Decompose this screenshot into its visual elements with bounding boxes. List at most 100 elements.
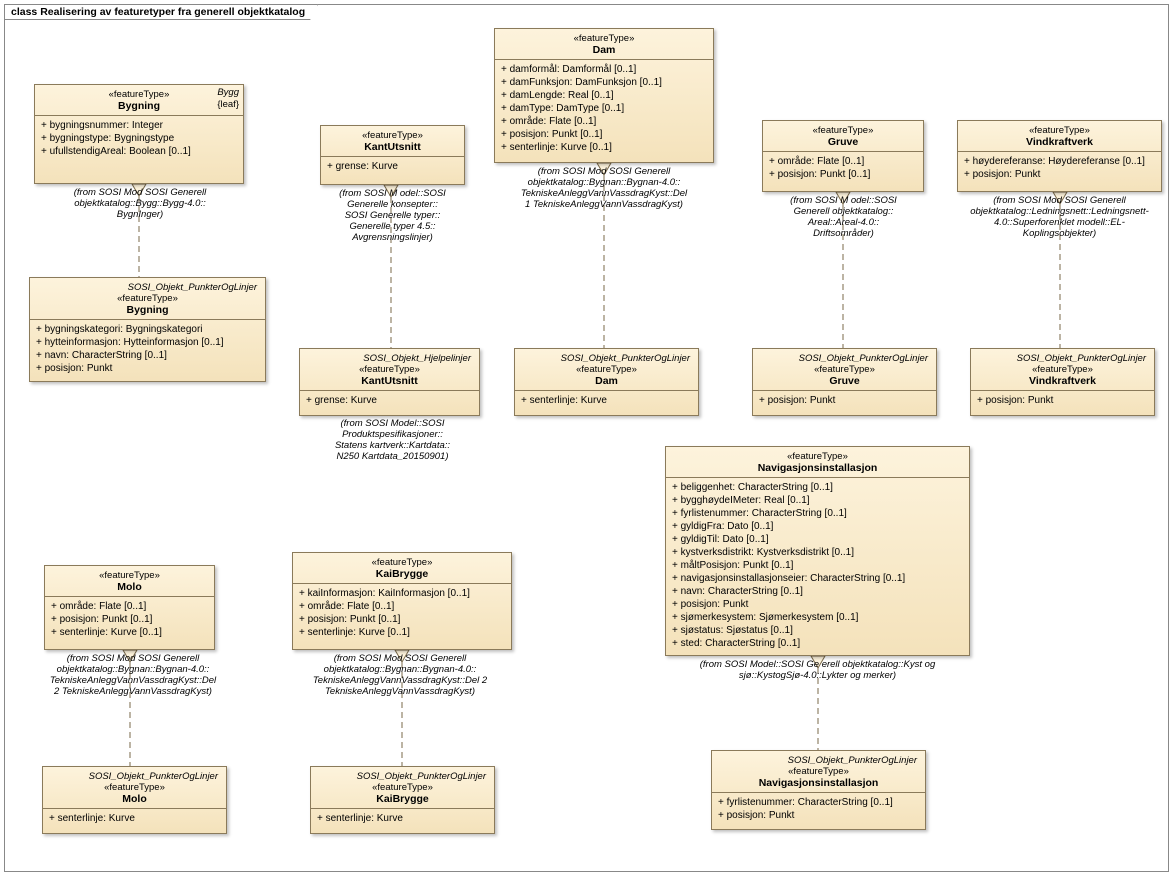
kantutsnitt1: «featureType»KantUtsnitt + grense: Kurve <box>320 125 465 185</box>
bygning2-name: Bygning <box>36 304 259 316</box>
molo1-stereotype: «featureType» <box>51 570 208 581</box>
vind1-stereotype: «featureType» <box>964 125 1155 136</box>
nav1-attr-4: + gyldigTil: Dato [0..1] <box>672 533 963 546</box>
bygning2-top-stereotype: SOSI_Objekt_PunkterOgLinjer <box>36 282 259 293</box>
bygning1-name: Bygning <box>41 100 237 112</box>
molo2-header: SOSI_Objekt_PunkterOgLinjer«featureType»… <box>43 767 226 809</box>
bygning1-leaf: {leaf} <box>217 99 239 110</box>
molo1: «featureType»Molo+ område: Flate [0..1]+… <box>44 565 215 650</box>
kai2-top-stereotype: SOSI_Objekt_PunkterOgLinjer <box>317 771 488 782</box>
kai1: «featureType»KaiBrygge+ kaiInformasjon: … <box>292 552 512 650</box>
molo2-stereotype: «featureType» <box>49 782 220 793</box>
molo2-attr-0: + senterlinje: Kurve <box>49 812 220 825</box>
bygning1_note: (from SOSI Mod SOSI Generellobjektkatalo… <box>40 187 240 220</box>
gruve1: «featureType»Gruve+ område: Flate [0..1]… <box>762 120 924 192</box>
dam1-stereotype: «featureType» <box>501 33 707 44</box>
nav1: «featureType»Navigasjonsinstallasjon+ be… <box>665 446 970 656</box>
kantutsnitt2-top-stereotype: SOSI_Objekt_Hjelpelinjer <box>306 353 473 364</box>
dam2-attrs: + senterlinje: Kurve <box>515 391 698 411</box>
dam1-attr-0: + damformål: Damformål [0..1] <box>501 63 707 76</box>
molo2-top-stereotype: SOSI_Objekt_PunkterOgLinjer <box>49 771 220 782</box>
kai2: SOSI_Objekt_PunkterOgLinjer«featureType»… <box>310 766 495 834</box>
bygning2-attr-0: + bygningskategori: Bygningskategori <box>36 323 259 336</box>
gruve2-attrs: + posisjon: Punkt <box>753 391 936 411</box>
molo2-name: Molo <box>49 793 220 805</box>
kai2-header: SOSI_Objekt_PunkterOgLinjer«featureType»… <box>311 767 494 809</box>
gruve2-name: Gruve <box>759 375 930 387</box>
bygning1-corner: Bygg <box>217 87 239 98</box>
frame-title: class Realisering av featuretyper fra ge… <box>4 4 318 20</box>
dam2: SOSI_Objekt_PunkterOgLinjer«featureType»… <box>514 348 699 416</box>
bygning1-stereotype: «featureType» <box>41 89 237 100</box>
molo1-attr-2: + senterlinje: Kurve [0..1] <box>51 626 208 639</box>
bygning2-header: SOSI_Objekt_PunkterOgLinjer«featureType»… <box>30 278 265 320</box>
dam1-attr-1: + damFunksjon: DamFunksjon [0..1] <box>501 76 707 89</box>
gruve2-stereotype: «featureType» <box>759 364 930 375</box>
bygning1-attr-2: + ufullstendigAreal: Boolean [0..1] <box>41 145 237 158</box>
bygning2-stereotype: «featureType» <box>36 293 259 304</box>
bygning1-attr-0: + bygningsnummer: Integer <box>41 119 237 132</box>
dam1-attrs: + damformål: Damformål [0..1]+ damFunksj… <box>495 60 713 158</box>
nav2-name: Navigasjonsinstallasjon <box>718 777 919 789</box>
gruve1-attrs: + område: Flate [0..1]+ posisjon: Punkt … <box>763 152 923 185</box>
kantutsnitt1-attr-0: + grense: Kurve <box>327 160 458 173</box>
gruve2-attr-0: + posisjon: Punkt <box>759 394 930 407</box>
dam1-attr-3: + damType: DamType [0..1] <box>501 102 707 115</box>
dam1-attr-5: + posisjon: Punkt [0..1] <box>501 128 707 141</box>
kai2-stereotype: «featureType» <box>317 782 488 793</box>
nav1-attrs: + beliggenhet: CharacterString [0..1]+ b… <box>666 478 969 654</box>
nav1-attr-5: + kystverksdistrikt: Kystverksdistrikt [… <box>672 546 963 559</box>
nav2-stereotype: «featureType» <box>718 766 919 777</box>
gruve1-name: Gruve <box>769 136 917 148</box>
nav1-attr-0: + beliggenhet: CharacterString [0..1] <box>672 481 963 494</box>
bygning2: SOSI_Objekt_PunkterOgLinjer«featureType»… <box>29 277 266 382</box>
kantutsnitt1-name: KantUtsnitt <box>327 141 458 153</box>
dam2-header: SOSI_Objekt_PunkterOgLinjer«featureType»… <box>515 349 698 391</box>
vind1-header: «featureType»Vindkraftverk <box>958 121 1161 152</box>
kai1-header: «featureType»KaiBrygge <box>293 553 511 584</box>
kantutsnitt2-attr-0: + grense: Kurve <box>306 394 473 407</box>
nav1-attr-10: + sjømerkesystem: Sjømerkesystem [0..1] <box>672 611 963 624</box>
gruve1-attr-0: + område: Flate [0..1] <box>769 155 917 168</box>
molo1_note: (from SOSI Mod SOSI Generellobjektkatalo… <box>18 653 248 697</box>
kantutsnitt2_note: (from SOSI Model::SOSIProduktspesifikasj… <box>310 418 475 462</box>
vind2-stereotype: «featureType» <box>977 364 1148 375</box>
nav2: SOSI_Objekt_PunkterOgLinjer«featureType»… <box>711 750 926 830</box>
nav1-attr-2: + fyrlistenummer: CharacterString [0..1] <box>672 507 963 520</box>
dam1_note: (from SOSI Mod SOSI Generellobjektkatalo… <box>488 166 720 210</box>
dam1-header: «featureType»Dam <box>495 29 713 60</box>
vind1_note: (from SOSI Mod SOSI Generellobjektkatalo… <box>947 195 1172 239</box>
gruve2-header: SOSI_Objekt_PunkterOgLinjer«featureType»… <box>753 349 936 391</box>
kai1_note: (from SOSI Mod SOSI Generellobjektkatalo… <box>275 653 525 697</box>
nav1-header: «featureType»Navigasjonsinstallasjon <box>666 447 969 478</box>
bygning1-attrs: + bygningsnummer: Integer+ bygningstype:… <box>35 116 243 162</box>
bygning2-attrs: + bygningskategori: Bygningskategori+ hy… <box>30 320 265 379</box>
kantutsnitt2-header: SOSI_Objekt_Hjelpelinjer«featureType»Kan… <box>300 349 479 391</box>
bygning2-attr-2: + navn: CharacterString [0..1] <box>36 349 259 362</box>
kantutsnitt1-header: «featureType»KantUtsnitt <box>321 126 464 157</box>
kai1-stereotype: «featureType» <box>299 557 505 568</box>
vind1-attrs: + høydereferanse: Høydereferanse [0..1]+… <box>958 152 1161 185</box>
dam1-name: Dam <box>501 44 707 56</box>
bygning2-attr-1: + hytteinformasjon: Hytteinformasjon [0.… <box>36 336 259 349</box>
dam2-attr-0: + senterlinje: Kurve <box>521 394 692 407</box>
kai1-attr-2: + posisjon: Punkt [0..1] <box>299 613 505 626</box>
vind1-attr-1: + posisjon: Punkt <box>964 168 1155 181</box>
dam1-attr-2: + damLengde: Real [0..1] <box>501 89 707 102</box>
vind2-name: Vindkraftverk <box>977 375 1148 387</box>
gruve2: SOSI_Objekt_PunkterOgLinjer«featureType»… <box>752 348 937 416</box>
molo1-attr-1: + posisjon: Punkt [0..1] <box>51 613 208 626</box>
kantutsnitt1-attrs: + grense: Kurve <box>321 157 464 177</box>
molo1-attr-0: + område: Flate [0..1] <box>51 600 208 613</box>
nav1-attr-11: + sjøstatus: Sjøstatus [0..1] <box>672 624 963 637</box>
vind2: SOSI_Objekt_PunkterOgLinjer«featureType»… <box>970 348 1155 416</box>
bygning2-attr-3: + posisjon: Punkt <box>36 362 259 375</box>
kai2-attr-0: + senterlinje: Kurve <box>317 812 488 825</box>
nav2-header: SOSI_Objekt_PunkterOgLinjer«featureType»… <box>712 751 925 793</box>
kai2-name: KaiBrygge <box>317 793 488 805</box>
kantutsnitt1_note: (from SOSI M odel::SOSIGenerelle konsept… <box>315 188 470 243</box>
vind2-attrs: + posisjon: Punkt <box>971 391 1154 411</box>
vind1-name: Vindkraftverk <box>964 136 1155 148</box>
dam1-attr-4: + område: Flate [0..1] <box>501 115 707 128</box>
kantutsnitt2: SOSI_Objekt_Hjelpelinjer«featureType»Kan… <box>299 348 480 416</box>
